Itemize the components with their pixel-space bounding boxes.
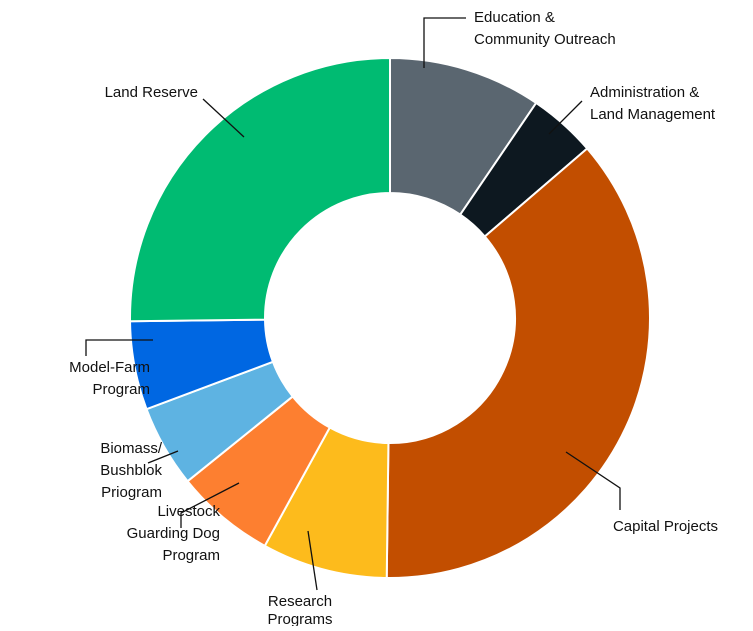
slice-label-4: Livestock Guarding Dog Program — [127, 503, 221, 564]
leader-line-4 — [180, 482, 240, 528]
leader-lines-group — [85, 17, 621, 591]
labels-group: Education & Community Outreach Administrat… — [69, 9, 718, 628]
slice-label-0: Education & Community Outreach — [474, 9, 616, 48]
slice-7 — [129, 56, 391, 323]
slice-label-1: Administration & Land Management — [590, 84, 716, 123]
slice-label-7: Land Reserve — [105, 84, 198, 101]
leader-line-1 — [548, 100, 583, 135]
slices-group — [129, 56, 651, 579]
slice-label-3: Research Programs — [267, 593, 332, 626]
leader-line-0 — [423, 17, 466, 68]
leader-line-5 — [147, 450, 179, 464]
slice-label-5: Biomass/Bushblok Priogram — [100, 440, 163, 501]
leader-line-6 — [85, 339, 153, 356]
leader-line-3 — [307, 530, 318, 591]
slice-label-2: Capital Projects — [613, 518, 718, 535]
leader-line-7 — [202, 98, 245, 138]
slice-label-6: Model-Farm Program — [69, 359, 150, 398]
leader-line-2 — [565, 451, 621, 510]
slice-2 — [385, 147, 651, 579]
